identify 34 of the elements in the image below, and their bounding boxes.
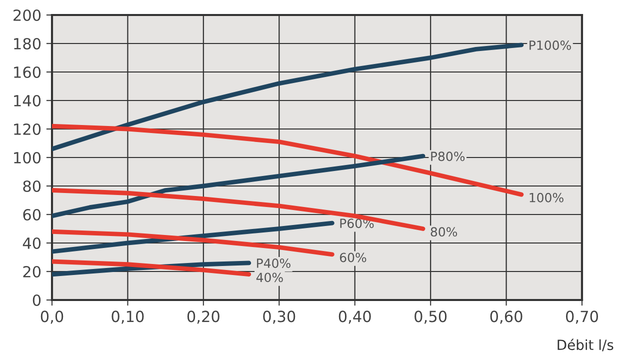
x-tick-label: 0,20	[187, 310, 220, 324]
line-series	[52, 42, 524, 152]
series-label: 40%	[256, 272, 283, 282]
line-series	[52, 229, 334, 257]
series-label: P40%	[257, 258, 290, 268]
series-label: 100%	[530, 192, 564, 202]
x-tick-label: 0,70	[566, 310, 598, 324]
series-label: 60%	[340, 252, 366, 262]
y-tick-label: 120	[14, 123, 41, 136]
series-label: 80%	[430, 227, 458, 237]
y-tick-label: 20	[23, 266, 41, 278]
x-tick-label: 0,60	[490, 310, 522, 324]
y-tick-label: 180	[14, 38, 41, 50]
y-tick-label: 100	[14, 152, 41, 164]
x-tick-label: 0,50	[414, 310, 447, 324]
series-label: P100%	[530, 40, 571, 50]
x-tick-label: 0,10	[112, 310, 144, 324]
y-tick-label: 0	[32, 294, 41, 306]
x-tick-label: 0,40	[338, 310, 371, 324]
x-tick-label: 0,0	[40, 310, 64, 324]
line-series	[52, 154, 426, 218]
y-tick-label: 200	[14, 9, 41, 22]
x-tick-label: 0,30	[263, 310, 296, 324]
y-tick-label: 40	[22, 237, 41, 250]
x-axis-title: Débit l/s	[558, 338, 614, 352]
y-tick-label: 60	[23, 208, 41, 221]
series-label: P60%	[340, 218, 374, 228]
line-series	[52, 220, 334, 254]
series-label: P80%	[431, 152, 465, 162]
y-tick-label: 140	[14, 94, 41, 107]
y-tick-label: 160	[14, 66, 41, 78]
y-tick-label: 80	[23, 180, 41, 192]
line-series	[52, 188, 426, 231]
line-series	[52, 124, 524, 197]
